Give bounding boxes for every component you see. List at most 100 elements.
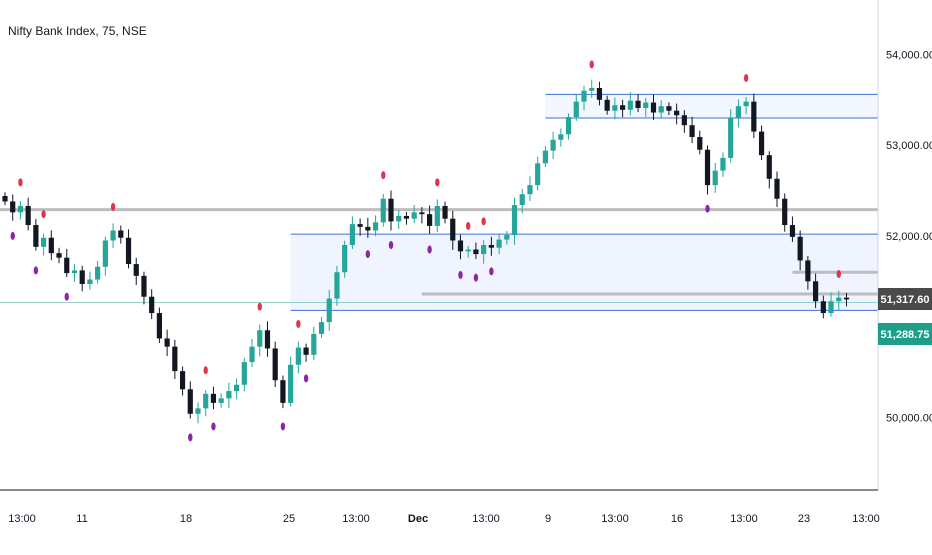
- sell-signal-marker: [836, 270, 841, 279]
- candle-body: [311, 333, 317, 355]
- candle-body: [56, 253, 62, 258]
- sell-signal-marker: [110, 202, 116, 211]
- buy-signal-marker: [388, 241, 394, 249]
- sell-signal-marker: [257, 302, 262, 311]
- candle-body: [519, 194, 525, 206]
- price-badge-label: 51,288.75: [881, 329, 930, 341]
- sell-signal-marker: [435, 178, 440, 187]
- candle-body: [357, 224, 363, 227]
- candle-body: [573, 101, 579, 118]
- time-axis: 13:00 11 18 25 13:00 Dec 13:00 9 13:00 16 13:00 23 1…: [8, 513, 880, 525]
- candle-body: [504, 235, 510, 240]
- candle-body: [481, 245, 487, 255]
- candle-body: [565, 117, 572, 135]
- candle-body: [342, 245, 348, 273]
- candle-body: [766, 155, 772, 179]
- current-price-badge: [878, 323, 932, 345]
- sell-signal-marker: [481, 217, 486, 226]
- candle-body: [612, 105, 618, 111]
- candle-body: [334, 272, 340, 299]
- candle-body: [720, 157, 726, 171]
- candle-body: [836, 297, 842, 302]
- candle-body: [257, 330, 263, 347]
- candle-body: [674, 110, 680, 116]
- y-tick-label: 52,000.00: [886, 231, 932, 243]
- candle-body: [511, 205, 518, 236]
- candle-body: [133, 264, 139, 276]
- candle-body: [542, 150, 548, 164]
- candle-body: [41, 237, 47, 247]
- candle-body: [419, 212, 425, 215]
- buy-signal-marker: [489, 267, 494, 276]
- candle-body: [743, 101, 749, 107]
- sell-signal-marker: [466, 221, 471, 230]
- candle-body: [2, 196, 8, 202]
- candle-body: [650, 102, 657, 113]
- candle-body: [473, 249, 479, 255]
- y-tick-label: 50,000.00: [886, 412, 932, 424]
- sell-signal-marker: [743, 74, 749, 83]
- candle-body: [17, 205, 24, 213]
- sell-signal-marker: [41, 210, 46, 219]
- candle-body: [71, 270, 78, 274]
- sell-signal-marker: [589, 60, 594, 69]
- zones-layer: [290, 93, 878, 311]
- candle-body: [728, 117, 734, 158]
- candle-body: [712, 170, 718, 186]
- candle-body: [365, 226, 371, 231]
- x-tick-label: 16: [671, 513, 683, 525]
- candle-body: [697, 137, 703, 150]
- candle-body: [758, 131, 765, 156]
- candle-body: [450, 218, 456, 241]
- candle-body: [828, 301, 834, 314]
- candle-body: [666, 106, 672, 111]
- buy-signal-marker: [365, 250, 371, 259]
- candle-body: [87, 279, 93, 285]
- x-tick-label: 18: [180, 513, 192, 525]
- candle-body: [411, 212, 417, 219]
- buy-signal-marker: [211, 422, 216, 431]
- candle-body: [797, 236, 803, 261]
- candle-body: [658, 106, 664, 113]
- candle-body: [805, 260, 811, 282]
- x-tick-label: 13:00: [601, 513, 629, 525]
- candle-body: [465, 249, 471, 252]
- sell-signal-marker: [203, 366, 208, 375]
- candle-body: [210, 393, 217, 403]
- sell-signal-marker: [18, 178, 23, 187]
- candle-body: [388, 198, 394, 222]
- buy-signal-marker: [64, 292, 69, 301]
- candles-layer: [2, 79, 850, 424]
- candle-body: [620, 105, 626, 110]
- candle-body: [125, 237, 132, 265]
- candle-body: [349, 224, 355, 245]
- buy-signal-marker: [33, 266, 39, 275]
- candle-body: [774, 178, 780, 199]
- price-axis: 54,000.00 53,000.00 52,000.00 50,000.00: [886, 49, 932, 424]
- demand-zone: [290, 234, 878, 311]
- candle-body: [751, 101, 757, 132]
- candle-body: [488, 245, 494, 248]
- candle-body: [589, 88, 595, 91]
- x-tick-label: 11: [76, 513, 87, 525]
- candle-body: [156, 313, 162, 339]
- x-tick-label: 9: [545, 513, 551, 525]
- candle-body: [95, 266, 101, 280]
- buy-signal-marker: [280, 422, 286, 431]
- candle-body: [689, 125, 695, 138]
- candle-body: [272, 348, 278, 381]
- candle-body: [604, 99, 610, 111]
- buy-signal-marker: [473, 273, 479, 282]
- candle-body: [218, 398, 224, 403]
- y-tick-label: 53,000.00: [886, 140, 932, 152]
- candle-body: [25, 205, 31, 226]
- x-tick-label: 13:00: [472, 513, 500, 525]
- candle-body: [558, 134, 564, 140]
- candle-body: [681, 115, 687, 126]
- candle-body: [782, 198, 788, 226]
- candle-body: [496, 239, 502, 248]
- x-tick-label: Dec: [408, 513, 428, 525]
- candle-body: [226, 391, 232, 399]
